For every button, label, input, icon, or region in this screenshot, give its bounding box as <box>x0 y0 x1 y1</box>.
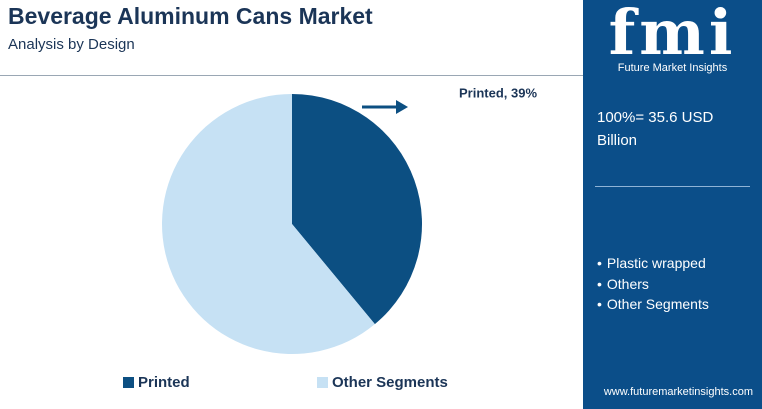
pie-slice <box>161 94 375 354</box>
sidebar: fmi Future Market Insights 100%= 35.6 US… <box>583 0 762 409</box>
segment-list: Plastic wrappedOthersOther Segments <box>597 255 709 317</box>
legend-label: Other Segments <box>332 374 448 391</box>
segment-item: Others <box>597 276 709 297</box>
market-total: 100%= 35.6 USD Billion <box>597 109 714 149</box>
chart-title: Beverage Aluminum Cans Market <box>8 3 373 29</box>
website: www.futuremarketinsights.com <box>603 386 753 398</box>
data-label: Printed, 39% <box>459 85 537 100</box>
divider <box>595 186 750 187</box>
chart: Beverage Aluminum Cans Market Analysis b… <box>0 3 583 391</box>
legend-swatch <box>317 377 328 388</box>
segment-item: Other Segments <box>597 296 709 317</box>
legend-swatch <box>123 377 134 388</box>
segment-item: Plastic wrapped <box>597 255 709 276</box>
logo: fmi <box>608 0 737 69</box>
chart-subtitle: Analysis by Design <box>8 36 135 53</box>
logo-caption: Future Market Insights <box>617 62 728 74</box>
arrow <box>362 100 408 114</box>
legend-label: Printed <box>138 374 190 391</box>
pie-slice <box>292 94 422 325</box>
